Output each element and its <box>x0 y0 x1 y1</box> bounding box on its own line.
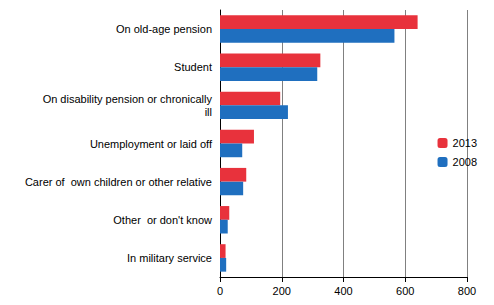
svg-text:2013: 2013 <box>453 137 477 149</box>
svg-text:Carer of own children or othe: Carer of own children or other relative <box>25 176 212 188</box>
svg-text:600: 600 <box>396 285 414 297</box>
svg-text:200: 200 <box>273 285 291 297</box>
svg-text:400: 400 <box>334 285 352 297</box>
svg-text:800: 800 <box>458 285 476 297</box>
svg-text:On old-age pension: On old-age pension <box>116 23 212 35</box>
svg-text:Unemployment or laid off: Unemployment or laid off <box>90 138 213 150</box>
svg-text:On disability pension or chron: On disability pension or chronically <box>43 93 213 105</box>
svg-text:Student: Student <box>174 61 212 73</box>
svg-text:Other or don't know: Other or don't know <box>113 214 212 226</box>
svg-text:In military service: In military service <box>127 252 212 264</box>
svg-text:2008: 2008 <box>453 156 477 168</box>
svg-text:0: 0 <box>217 285 223 297</box>
svg-text:ill: ill <box>205 106 212 118</box>
